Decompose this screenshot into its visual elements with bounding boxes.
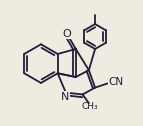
Text: O: O (62, 29, 71, 39)
Text: CH₃: CH₃ (82, 102, 98, 111)
Text: CN: CN (108, 77, 123, 87)
Text: N: N (61, 92, 69, 102)
